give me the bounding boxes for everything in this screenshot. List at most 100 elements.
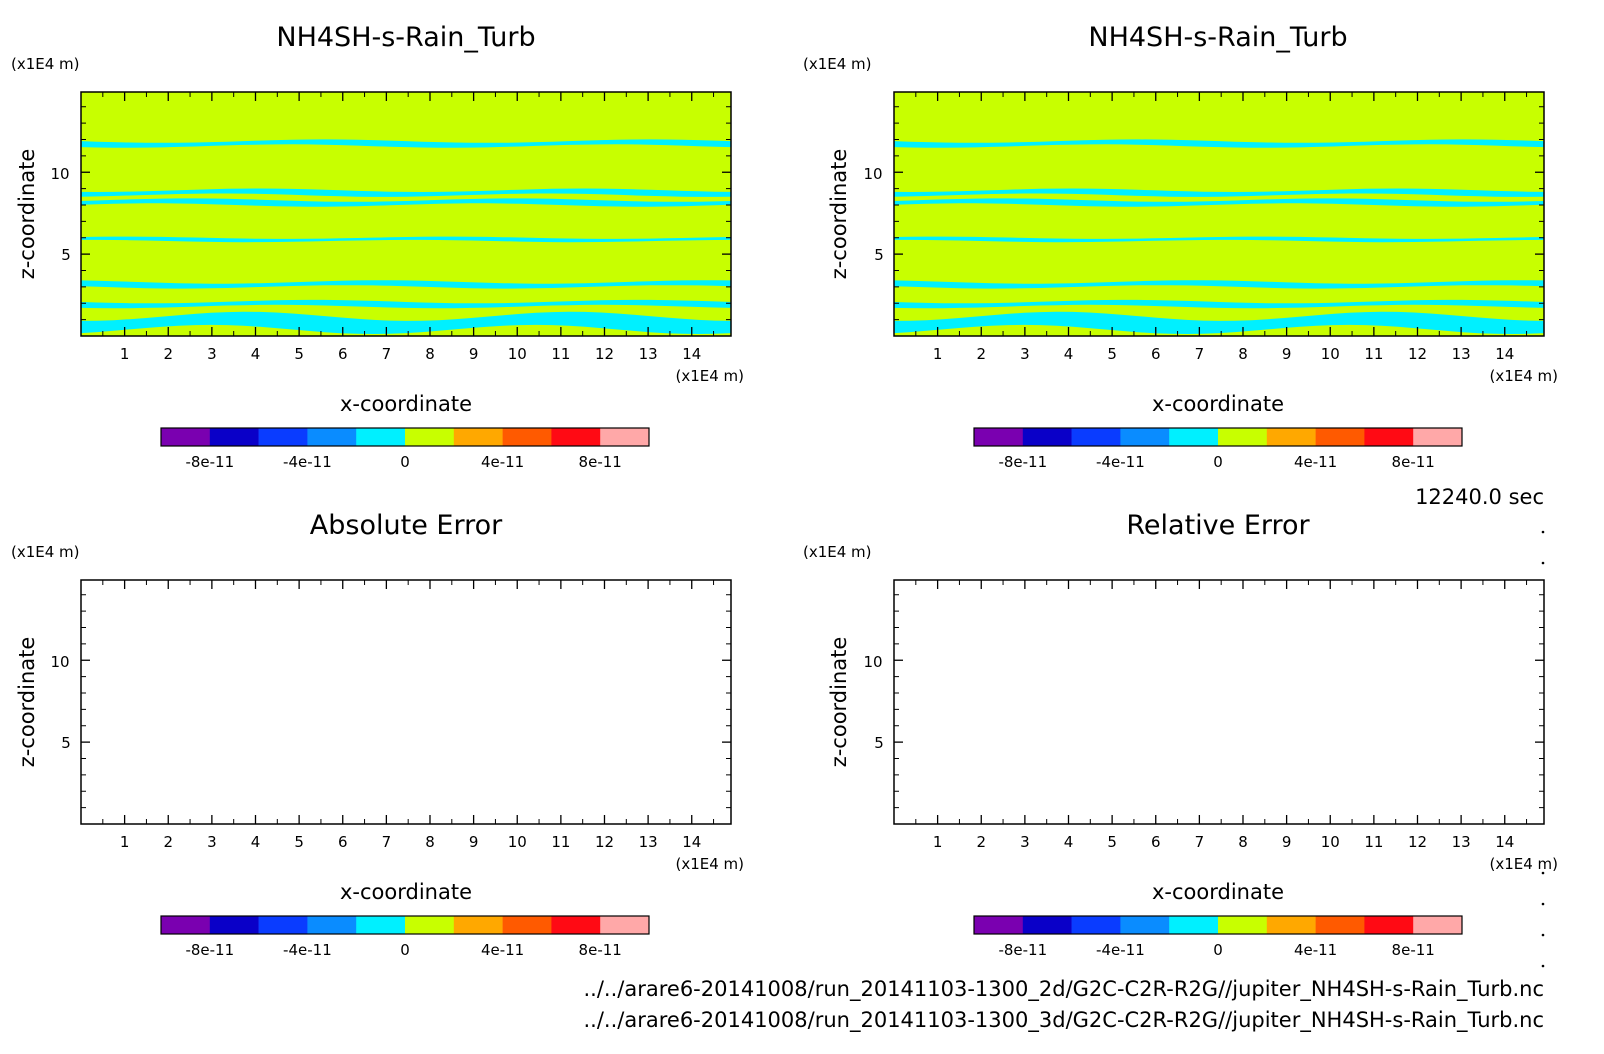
x-tick-label: 12	[595, 833, 614, 851]
heatmap-plot	[893, 579, 1545, 825]
colorbar-swatch	[1315, 916, 1365, 934]
x-tick-label: 4	[1064, 833, 1074, 851]
x-axis-label: x-coordinate	[1152, 880, 1284, 904]
x-tick-label: 7	[1195, 833, 1205, 851]
x-tick-label: 11	[1364, 345, 1383, 363]
x-tick-label: 1	[933, 833, 943, 851]
x-tick-label: 8	[1238, 345, 1248, 363]
colorbar-swatch	[1413, 916, 1463, 934]
x-unit-label: (x1E4 m)	[675, 367, 744, 385]
colorbar-swatch	[209, 916, 259, 934]
colorbar-swatch	[307, 916, 357, 934]
plot-frame	[80, 579, 732, 825]
y-tick-label: 5	[874, 246, 884, 264]
dot-mark	[1541, 561, 1545, 565]
colorbar-swatch	[1413, 428, 1463, 446]
x-tick-label: 7	[1195, 345, 1205, 363]
colorbar-swatch	[453, 916, 503, 934]
colorbar-tick-label: -4e-11	[1096, 453, 1145, 471]
colorbar-swatch	[1169, 428, 1219, 446]
colorbar-swatch	[356, 916, 406, 934]
x-tick-label: 13	[639, 345, 658, 363]
x-tick-label: 11	[1364, 833, 1383, 851]
field-band	[81, 139, 731, 148]
field-band	[81, 311, 731, 334]
colorbar-swatch	[1364, 916, 1414, 934]
colorbar-tick-label: 0	[400, 453, 410, 471]
y-tick-label: 5	[61, 734, 71, 752]
y-axis-label: z-coordinate	[15, 149, 39, 280]
dot-mark	[1541, 530, 1545, 534]
colorbar-swatch	[600, 428, 650, 446]
colorbar-tick-label: 0	[1213, 453, 1223, 471]
colorbar: -8e-11 -4e-11 0 4e-11 8e-11	[160, 915, 650, 959]
y-tick-label: 5	[61, 246, 71, 264]
x-axis-label: x-coordinate	[1152, 392, 1284, 416]
x-tick-label: 12	[595, 345, 614, 363]
panel-title: Absolute Error	[310, 510, 503, 541]
colorbar-swatch	[1071, 428, 1121, 446]
colorbar-swatch	[258, 916, 308, 934]
colorbar-tick-label: 4e-11	[481, 941, 524, 959]
colorbar-tick-label: 0	[1213, 941, 1223, 959]
x-tick-label: 12	[1408, 833, 1427, 851]
colorbar-swatch	[258, 428, 308, 446]
colorbar: -8e-11 -4e-11 0 4e-11 8e-11	[973, 427, 1463, 471]
dot-mark	[1541, 933, 1545, 937]
colorbar-tick-label: 4e-11	[1294, 453, 1337, 471]
field-background	[894, 92, 1544, 336]
colorbar-swatch	[209, 428, 259, 446]
colorbar-frame	[973, 915, 1463, 935]
panel-title: Relative Error	[1126, 510, 1310, 541]
colorbar-tick-label: -8e-11	[998, 453, 1047, 471]
x-tick-label: 5	[294, 345, 304, 363]
colorbar-swatch	[551, 428, 601, 446]
colorbar-swatch	[161, 428, 211, 446]
colorbar-swatch	[974, 916, 1024, 934]
x-tick-label: 8	[1238, 833, 1248, 851]
colorbar-tick-label: 8e-11	[1392, 453, 1435, 471]
colorbar-swatch	[356, 428, 406, 446]
colorbar-swatch	[405, 428, 455, 446]
colorbar-tick-label: 0	[400, 941, 410, 959]
x-unit-label: (x1E4 m)	[1489, 855, 1558, 873]
x-tick-label: 13	[639, 833, 658, 851]
x-tick-label: 3	[207, 345, 217, 363]
colorbar-swatch	[1364, 428, 1414, 446]
colorbar-frame	[160, 427, 650, 447]
x-tick-label: 5	[1107, 345, 1117, 363]
x-tick-label: 10	[508, 345, 527, 363]
x-tick-label: 6	[338, 833, 348, 851]
colorbar-swatch	[161, 916, 211, 934]
x-tick-label: 4	[251, 345, 261, 363]
heatmap-plot	[893, 91, 1545, 337]
colorbar-swatch	[1266, 428, 1316, 446]
x-tick-label: 10	[508, 833, 527, 851]
x-tick-label: 4	[251, 833, 261, 851]
colorbar-swatch	[1120, 428, 1170, 446]
colorbar-swatch	[1071, 916, 1121, 934]
x-tick-label: 5	[294, 833, 304, 851]
y-unit-label: (x1E4 m)	[803, 543, 872, 561]
colorbar: -8e-11 -4e-11 0 4e-11 8e-11	[160, 427, 650, 471]
colorbar-swatch	[974, 428, 1024, 446]
panel-title: NH4SH-s-Rain_Turb	[1088, 22, 1347, 53]
colorbar-swatch	[1218, 428, 1268, 446]
colorbar-tick-label: -8e-11	[185, 453, 234, 471]
field-band	[81, 236, 731, 243]
x-tick-label: 4	[1064, 345, 1074, 363]
field-band	[81, 280, 731, 289]
y-axis-label: z-coordinate	[15, 637, 39, 768]
x-tick-label: 1	[933, 345, 943, 363]
y-axis-label: z-coordinate	[827, 149, 851, 280]
x-tick-label: 9	[469, 345, 479, 363]
y-axis-label: z-coordinate	[827, 637, 851, 768]
x-tick-label: 8	[425, 833, 435, 851]
x-unit-label: (x1E4 m)	[675, 855, 744, 873]
panel-bottom-right: Relative Error (x1E4 m) 10 5 z-coordinat…	[803, 510, 1558, 959]
panel-bottom-left: Absolute Error (x1E4 m) 10 5 z-coordinat…	[11, 510, 744, 959]
x-tick-label: 10	[1321, 833, 1340, 851]
y-unit-label: (x1E4 m)	[11, 543, 80, 561]
field-band	[81, 299, 731, 309]
